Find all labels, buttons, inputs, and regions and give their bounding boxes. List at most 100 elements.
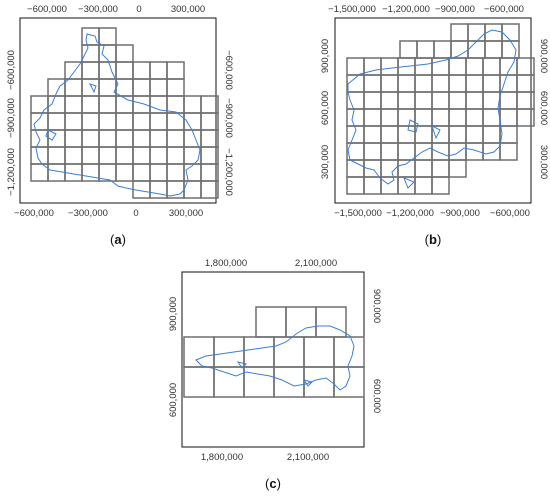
tick-label: −1,500,000 — [328, 4, 376, 15]
grid-tile — [448, 142, 467, 161]
panel-a-y-ticks-right: −600,000 −900,000 −1,200,000 — [223, 50, 234, 196]
grid-tile — [363, 108, 382, 127]
panel-a-y-ticks-left: −600,000 −900,000 −1,200,000 — [6, 50, 17, 196]
grid-tile — [414, 159, 433, 178]
grid-tile — [285, 306, 317, 338]
grid-tile — [397, 74, 416, 93]
grid-tile — [132, 129, 151, 148]
grid-tile — [414, 125, 433, 144]
grid-tile — [380, 142, 399, 161]
panel-b-coastline — [347, 29, 517, 189]
grid-tile — [380, 176, 399, 195]
grid-tile — [115, 78, 134, 97]
grid-tile — [132, 61, 151, 80]
grid-tile — [501, 40, 520, 59]
tick-label: −900,000 — [440, 208, 480, 219]
grid-tile — [81, 61, 100, 80]
grid-tile — [115, 129, 134, 148]
grid-tile — [363, 74, 382, 93]
grid-tile — [482, 108, 501, 127]
grid-tile — [81, 146, 100, 165]
grid-tile — [448, 91, 467, 110]
grid-tile — [149, 180, 168, 199]
grid-tile — [380, 108, 399, 127]
panel-c-y-ticks-left: 900,000 600,000 — [168, 297, 179, 417]
tick-label: 300,000 — [320, 145, 331, 179]
grid-tile — [399, 40, 418, 59]
panel-a-coastline — [33, 33, 201, 197]
grid-tile — [397, 91, 416, 110]
panel-a: −600,000 −300,000 0 300,000 −600,000 −30… — [6, 4, 234, 247]
grid-tile — [149, 129, 168, 148]
grid-tile — [467, 40, 486, 59]
grid-tile — [380, 125, 399, 144]
grid-tile — [81, 95, 100, 114]
grid-tile — [255, 306, 287, 338]
grid-tile — [132, 95, 151, 114]
panel-b-frame — [334, 17, 532, 204]
grid-tile — [380, 57, 399, 76]
grid-tile — [166, 146, 185, 165]
grid-tile — [64, 95, 83, 114]
grid-tile — [431, 142, 450, 161]
grid-tile — [64, 146, 83, 165]
panel-c-caption: (c) — [265, 476, 281, 491]
tick-label: −600,000 — [27, 4, 67, 15]
tick-label: 600,000 — [320, 91, 331, 125]
grid-tile — [363, 125, 382, 144]
grid-tile — [482, 142, 501, 161]
tick-label: −1,500,000 — [334, 208, 382, 219]
grid-tile — [431, 57, 450, 76]
grid-tile — [98, 129, 117, 148]
grid-tile — [132, 78, 151, 97]
grid-tile — [64, 112, 83, 131]
grid-tile — [166, 95, 185, 114]
tick-label: −1,200,000 — [223, 148, 234, 196]
tick-label: 1,800,000 — [201, 452, 243, 463]
panel-b: −1,500,000 −1,200,000 −900,000 −600,000 … — [320, 4, 549, 247]
grid-tile — [482, 74, 501, 93]
tick-label: 2,100,000 — [287, 452, 329, 463]
panel-c-coastline — [195, 325, 355, 391]
grid-tile — [47, 146, 66, 165]
panel-b-caption: (b) — [425, 232, 442, 247]
grid-tile — [183, 366, 215, 398]
grid-tile — [64, 129, 83, 148]
tick-label: 1,800,000 — [205, 258, 247, 269]
grid-tile — [98, 95, 117, 114]
grid-tile — [346, 57, 365, 76]
grid-tile — [465, 91, 484, 110]
tick-label: 600,000 — [371, 379, 382, 413]
tick-label: −900,000 — [223, 98, 234, 138]
grid-tile — [346, 108, 365, 127]
grid-tile — [397, 159, 416, 178]
grid-tile — [448, 108, 467, 127]
grid-tile — [465, 125, 484, 144]
grid-tile — [499, 91, 518, 110]
grid-tile — [303, 336, 335, 368]
grid-tile — [149, 146, 168, 165]
panel-a-grid — [30, 27, 219, 199]
grid-tile — [64, 78, 83, 97]
grid-tile — [467, 23, 486, 42]
tick-label: −1,200,000 — [386, 208, 434, 219]
grid-tile — [243, 336, 275, 368]
grid-tile — [200, 95, 219, 114]
grid-tile — [499, 142, 518, 161]
panel-a-caption: (a) — [110, 232, 126, 247]
grid-tile — [484, 40, 503, 59]
grid-tile — [132, 112, 151, 131]
grid-tile — [363, 142, 382, 161]
grid-tile — [414, 74, 433, 93]
grid-tile — [132, 146, 151, 165]
grid-tile — [333, 366, 365, 398]
grid-tile — [431, 91, 450, 110]
grid-tile — [414, 176, 433, 195]
grid-tile — [465, 108, 484, 127]
grid-tile — [98, 146, 117, 165]
grid-tile — [465, 142, 484, 161]
grid-tile — [465, 74, 484, 93]
grid-tile — [499, 125, 518, 144]
grid-tile — [363, 91, 382, 110]
grid-tile — [115, 163, 134, 182]
